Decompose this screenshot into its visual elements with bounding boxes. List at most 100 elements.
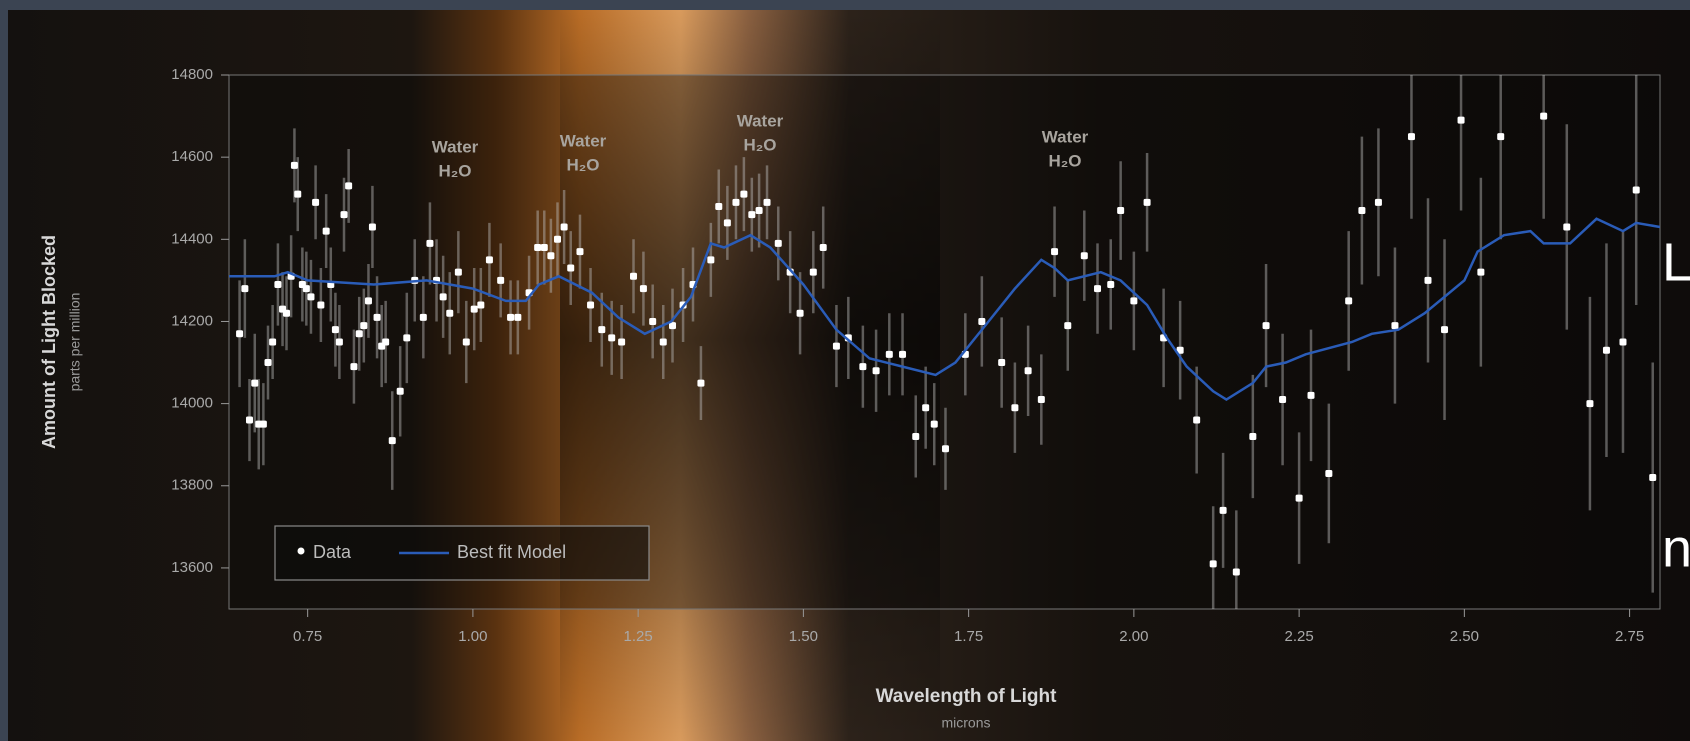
data-point [1024, 367, 1032, 375]
data-point [608, 334, 616, 342]
data-point [335, 338, 343, 346]
data-point [659, 338, 667, 346]
data-point [241, 285, 249, 293]
data-point [462, 338, 470, 346]
data-point [514, 313, 522, 321]
y-tick-label: 14200 [171, 312, 213, 329]
data-point [382, 338, 390, 346]
data-point [723, 219, 731, 227]
x-tick-label: 2.25 [1285, 628, 1314, 645]
data-point [1143, 198, 1151, 206]
data-point [1374, 198, 1382, 206]
data-point [368, 223, 376, 231]
data-point [446, 309, 454, 317]
data-point [294, 190, 302, 198]
data-point [796, 309, 804, 317]
data-point [1094, 285, 1102, 293]
annotation: Water [560, 131, 607, 150]
data-point [1358, 207, 1366, 215]
data-point [1441, 326, 1449, 334]
annotation: Water [737, 111, 784, 130]
data-point [554, 235, 562, 243]
data-point [715, 202, 723, 210]
data-point [251, 379, 259, 387]
data-point [1064, 322, 1072, 330]
data-point [477, 301, 485, 309]
x-tick-label: 1.25 [624, 628, 653, 645]
data-point [697, 379, 705, 387]
annotation: H₂O [566, 155, 599, 174]
data-point [1391, 322, 1399, 330]
data-point [1307, 391, 1315, 399]
annotation: H₂O [743, 135, 776, 154]
x-tick-label: 2.75 [1615, 628, 1644, 645]
legend-swatch [297, 547, 305, 555]
data-point [1262, 322, 1270, 330]
data-point [1345, 297, 1353, 305]
x-axis-subtitle: microns [941, 715, 990, 731]
data-point [1586, 400, 1594, 408]
data-point [274, 280, 282, 288]
data-point [598, 326, 606, 334]
x-tick-label: 1.50 [789, 628, 818, 645]
data-point [1424, 276, 1432, 284]
x-tick-label: 2.50 [1450, 628, 1479, 645]
data-point [755, 207, 763, 215]
data-point [259, 420, 267, 428]
data-point [885, 350, 893, 358]
data-point [345, 182, 353, 190]
data-point [978, 317, 986, 325]
data-point [859, 363, 867, 371]
data-point [1176, 346, 1184, 354]
data-point [283, 309, 291, 317]
data-point [534, 244, 542, 252]
data-point [331, 326, 339, 334]
data-point [1540, 112, 1548, 120]
data-point [396, 387, 404, 395]
data-point [1037, 396, 1045, 404]
data-point [576, 248, 584, 256]
data-point [364, 297, 372, 305]
data-point [740, 190, 748, 198]
y-tick-label: 14800 [171, 66, 213, 83]
annotation: H₂O [1048, 151, 1081, 170]
data-point [1563, 223, 1571, 231]
data-point [307, 293, 315, 301]
data-point [732, 198, 740, 206]
y-axis-subtitle: parts per million [67, 293, 83, 392]
data-point [639, 285, 647, 293]
data-point [707, 256, 715, 264]
x-tick-label: 1.75 [954, 628, 983, 645]
data-point [649, 317, 657, 325]
data-point [1193, 416, 1201, 424]
data-point [930, 420, 938, 428]
slide-text: n [1662, 518, 1690, 578]
data-point [1249, 432, 1257, 440]
annotation: H₂O [438, 161, 471, 180]
legend-label: Best fit Model [457, 542, 566, 562]
y-tick-label: 13600 [171, 559, 213, 576]
data-point [618, 338, 626, 346]
data-point [832, 342, 840, 350]
data-point [567, 264, 575, 272]
data-point [1107, 280, 1115, 288]
data-point [1477, 268, 1485, 276]
data-point [350, 363, 358, 371]
data-point [748, 211, 756, 219]
data-point [419, 313, 427, 321]
data-point [1407, 133, 1415, 141]
background-shade [560, 10, 940, 741]
data-point [1295, 494, 1303, 502]
data-point [1497, 133, 1505, 141]
data-point [1632, 186, 1640, 194]
data-point [1117, 207, 1125, 215]
annotation: Water [1042, 127, 1089, 146]
x-tick-label: 1.00 [458, 628, 487, 645]
data-point [454, 268, 462, 276]
data-point [236, 330, 244, 338]
model-line [229, 217, 1660, 401]
data-point [426, 239, 434, 247]
x-tick-label: 0.75 [293, 628, 322, 645]
data-point [998, 359, 1006, 367]
data-point [1011, 404, 1019, 412]
